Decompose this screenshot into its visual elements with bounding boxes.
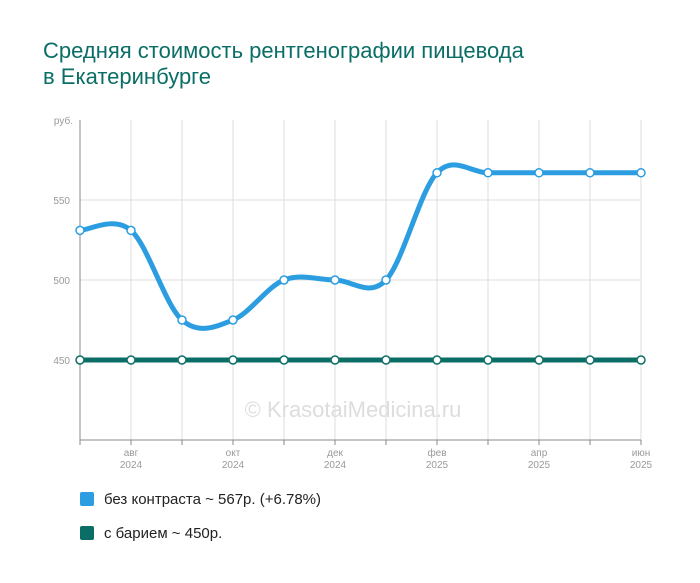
data-point-series-1: [381, 355, 391, 365]
x-tick-label-month: дек: [327, 448, 343, 459]
data-point-series-1: [636, 355, 646, 365]
data-point-series-0: [483, 168, 493, 178]
x-tick-label-month: окт: [226, 448, 241, 459]
data-point-series-1: [330, 355, 340, 365]
data-point-series-1: [483, 355, 493, 365]
legend: без контраста ~ 567р. (+6.78%) с барием …: [80, 488, 321, 556]
x-tick-label-month: авг: [124, 448, 139, 459]
x-tick-label-year: 2024: [324, 460, 347, 471]
x-tick-label-year: 2024: [120, 460, 143, 471]
chart-title-line-2: в Екатеринбурге: [43, 64, 211, 89]
y-axis-label: руб.: [54, 115, 73, 127]
x-tick-label-month: фев: [427, 447, 446, 459]
data-point-series-0: [126, 225, 136, 236]
data-point-series-1: [534, 355, 544, 365]
data-point-series-0: [330, 275, 340, 285]
data-point-series-0: [75, 225, 85, 236]
data-point-series-1: [585, 355, 595, 365]
data-point-series-1: [432, 355, 442, 365]
legend-label-no-contrast: без контраста ~ 567р. (+6.78%): [104, 490, 322, 508]
data-point-series-0: [585, 168, 595, 178]
y-tick-label: 550: [53, 196, 70, 207]
legend-item-barium[interactable]: с барием ~ 450р.: [80, 522, 321, 544]
y-tick-label: 500: [53, 276, 70, 287]
legend-swatch-barium: [80, 526, 94, 540]
x-tick-label-year: 2025: [528, 460, 551, 471]
legend-item-no-contrast[interactable]: без контраста ~ 567р. (+6.78%): [80, 488, 321, 510]
data-point-series-1: [177, 355, 187, 365]
x-tick-label-year: 2025: [426, 460, 449, 471]
data-point-series-0: [177, 315, 187, 325]
data-point-series-0: [432, 168, 442, 178]
data-point-series-1: [228, 355, 238, 365]
y-tick-label: 450: [53, 356, 70, 367]
data-point-series-1: [126, 355, 136, 365]
data-point-series-0: [381, 275, 391, 285]
data-point-series-0: [636, 168, 646, 178]
data-point-series-0: [534, 168, 544, 178]
data-point-series-0: [228, 315, 238, 325]
legend-swatch-no-contrast: [80, 492, 94, 506]
chart-title-line-1: Средняя стоимость рентгенографии пищевод…: [43, 38, 524, 63]
x-tick-label-year: 2025: [630, 460, 653, 471]
x-tick-label-month: июн: [632, 448, 651, 459]
data-point-series-1: [279, 355, 289, 365]
x-tick-label-year: 2024: [222, 460, 245, 471]
data-point-series-1: [75, 355, 85, 365]
legend-label-barium: с барием ~ 450р.: [104, 524, 223, 542]
series-line-0: [77, 162, 644, 331]
data-point-series-0: [279, 275, 289, 285]
x-tick-label-month: апр: [531, 448, 548, 459]
chart-title: Средняя стоимость рентгенографии пищевод…: [43, 38, 663, 90]
watermark: © KrasotaiMedicina.ru: [245, 397, 462, 422]
